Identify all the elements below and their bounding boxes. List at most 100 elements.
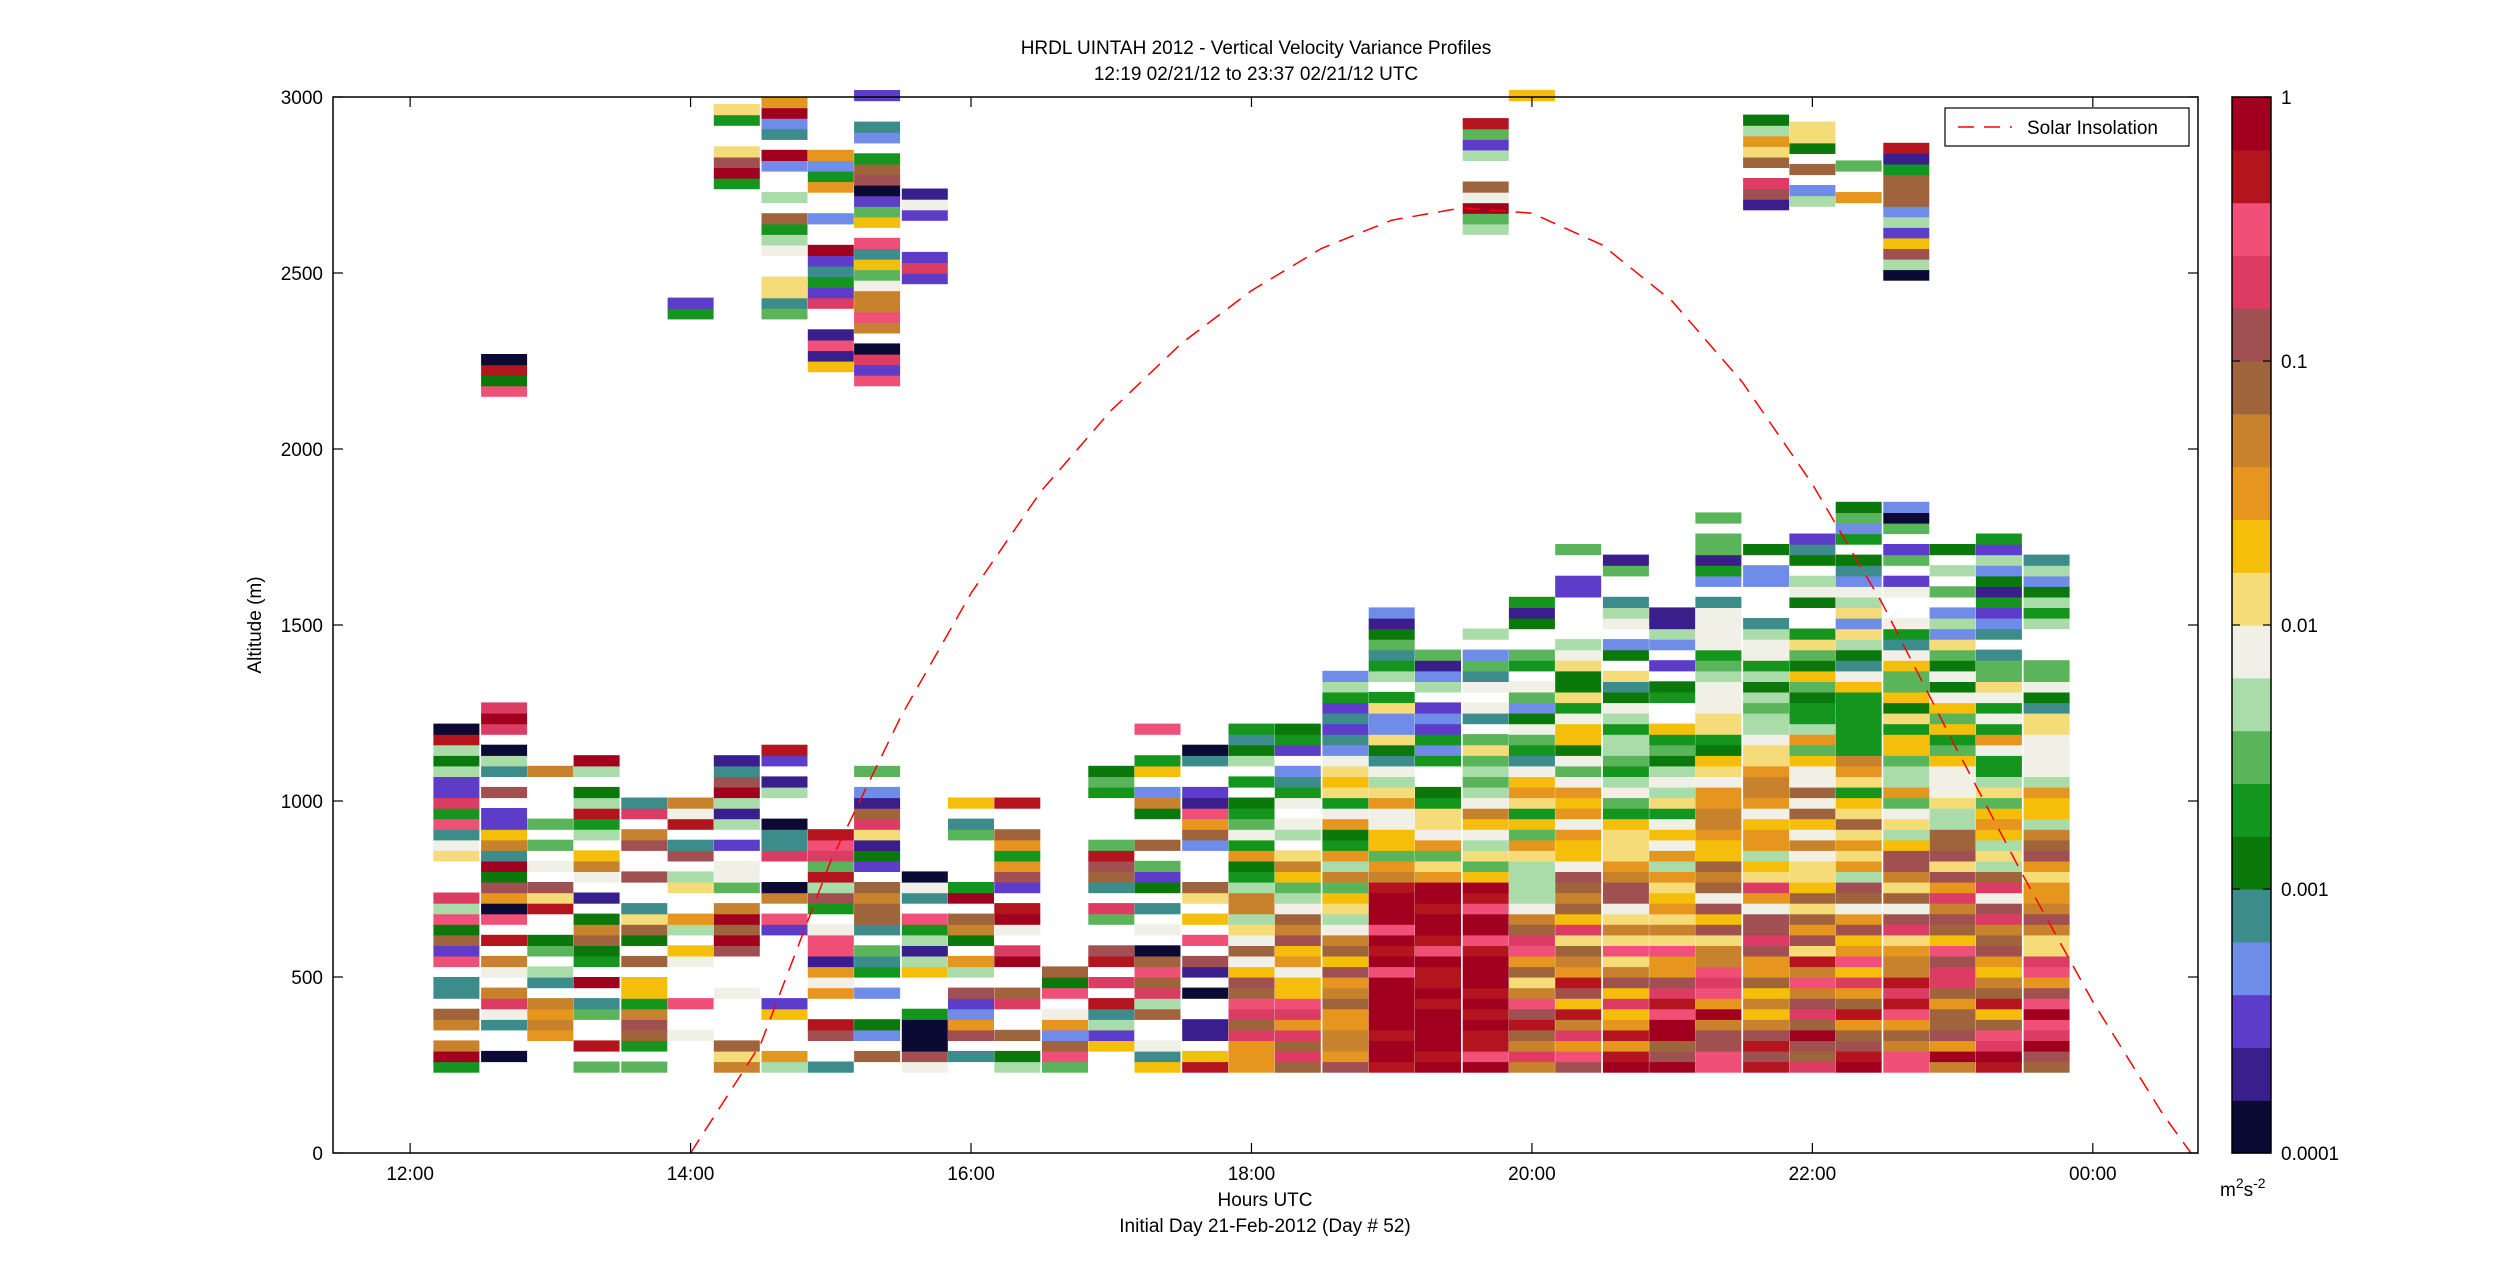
colorbar-band [2232,1003,2271,1013]
heatmap-cell [1415,649,1461,661]
heatmap-cell [1088,1029,1135,1041]
heatmap-cell [573,850,620,862]
heatmap-cell [1602,818,1649,830]
colorbar-band [2232,730,2271,740]
heatmap-cell [1508,871,1555,883]
heatmap-cell [1415,1008,1461,1020]
heatmap-cells [433,90,2070,1073]
heatmap-cell [1789,670,1836,682]
heatmap-cell [621,903,668,915]
heatmap-cell [573,860,620,872]
heatmap-cell [1462,139,1509,151]
heatmap-cell [854,364,901,376]
heatmap-cell [1274,903,1321,915]
heatmap-cell [1462,223,1509,235]
heatmap-cell [1883,755,1930,767]
heatmap-cell [1462,713,1509,725]
heatmap-cell [2023,1061,2070,1073]
heatmap-cell [1975,691,2022,704]
colorbar-band [2232,1056,2271,1066]
heatmap-cell [1975,934,2022,946]
heatmap-cell [1743,860,1790,872]
heatmap-cell [2023,776,2070,788]
heatmap-cell [573,797,620,809]
heatmap-cell [667,839,714,851]
heatmap-cell [1695,639,1742,651]
colorbar-band [2232,457,2271,468]
heatmap-cell [1088,871,1135,883]
heatmap-cell [1322,850,1369,862]
heatmap-cell [481,955,528,968]
heatmap-cell [854,987,901,999]
heatmap-cell [1695,987,1742,999]
heatmap-cell [667,882,714,894]
heatmap-cell [1883,660,1930,672]
heatmap-cell [1789,713,1836,725]
heatmap-cell [1462,118,1509,130]
heatmap-cell [1975,713,2022,725]
heatmap-cell [1695,860,1742,872]
colorbar-band [2232,431,2271,441]
heatmap-cell [1555,934,1602,946]
heatmap-cell [1695,649,1742,661]
heatmap-cell [1695,713,1742,725]
colorbar-band [2232,1082,2271,1092]
heatmap-cell [1649,723,1696,735]
heatmap-cell [1743,882,1790,894]
colorbar-band [2232,616,2271,626]
heatmap-cell [1602,786,1649,799]
heatmap-cell [527,945,574,957]
heatmap-cell [1415,744,1461,756]
heatmap-cell [2023,839,2070,851]
heatmap-cell [573,892,620,904]
heatmap-cell [1883,216,1930,228]
heatmap-cell [1415,660,1461,672]
legend: Solar Insolation [1944,107,2190,147]
heatmap-cell [1695,565,1742,577]
heatmap-cell [1929,860,1976,872]
heatmap-cell [1649,618,1696,630]
heatmap-cell [1695,786,1742,799]
heatmap-cell [1555,544,1602,556]
heatmap-cell [1042,966,1088,978]
heatmap-cell [1134,998,1181,1010]
heatmap-cell [1508,618,1555,630]
heatmap-cell [527,1019,574,1031]
heatmap-cell [1555,871,1602,883]
heatmap-cell [1789,723,1836,735]
heatmap-cell [1789,818,1836,830]
heatmap-cell [1883,839,1930,851]
heatmap-cell [761,297,808,309]
heatmap-cell [2023,934,2070,946]
heatmap-cell [761,1008,808,1020]
colorbar-band [2232,897,2271,908]
heatmap-cell [901,1019,948,1031]
heatmap-cell [854,797,901,809]
heatmap-cell [1555,681,1602,693]
heatmap-cell [1508,850,1555,862]
heatmap-cell [1649,871,1696,883]
heatmap-cell [1462,850,1509,862]
heatmap-cell [1134,797,1181,809]
heatmap-cell [854,237,901,249]
colorbar-band [2232,924,2271,934]
heatmap-cell [1743,1050,1790,1063]
heatmap-cell [807,276,854,288]
heatmap-cell [1602,1061,1649,1073]
heatmap-cell [1322,691,1369,704]
heatmap-cell [1929,744,1976,756]
heatmap-cell [481,829,528,841]
colorbar-band [2232,633,2271,644]
heatmap-cell [1508,90,1555,102]
colorbar-band [2232,396,2271,406]
heatmap-cell [1368,628,1415,640]
colorbar-band [2232,774,2271,784]
heatmap-cell [1228,966,1275,978]
heatmap-cell [1975,765,2022,777]
heatmap-cell [1789,734,1836,746]
heatmap-cell [1555,744,1602,756]
heatmap-cell [1975,808,2022,820]
heatmap-cell [433,934,480,946]
heatmap-cell [1835,797,1882,809]
heatmap-cell [2023,691,2070,704]
